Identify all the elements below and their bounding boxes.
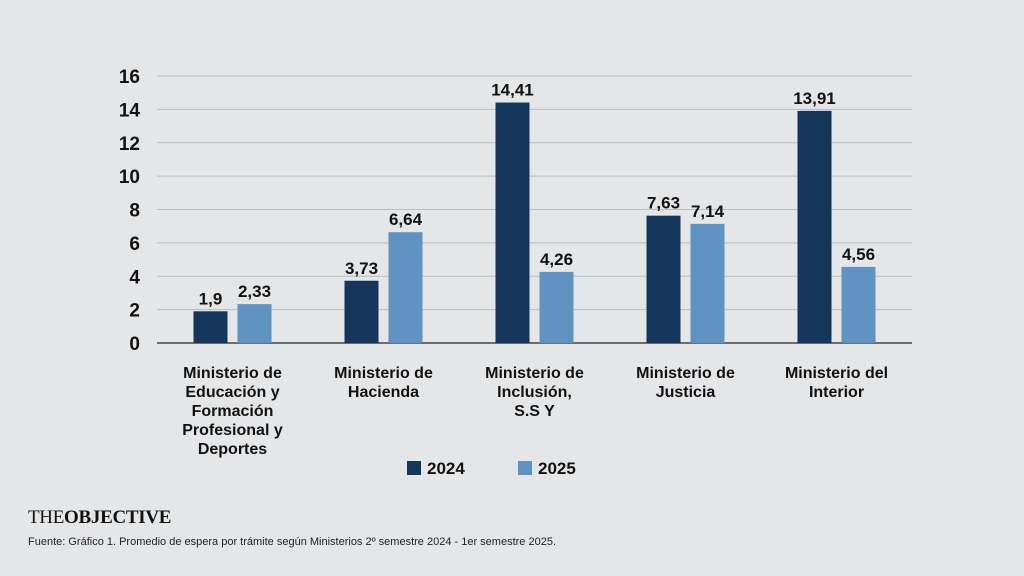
y-tick-label: 0 xyxy=(129,334,140,355)
y-tick-label: 8 xyxy=(129,201,140,222)
legend-swatch xyxy=(407,461,421,475)
data-label: 2,33 xyxy=(238,282,271,301)
data-label: 1,9 xyxy=(199,289,223,308)
x-tick-label: Ministerio de Justicia xyxy=(636,365,735,401)
y-tick-label: 6 xyxy=(129,234,140,255)
x-tick-label: Ministerio de Educación y Formación Profesi… xyxy=(182,365,283,458)
x-tick-label-line: Ministerio del xyxy=(785,365,888,382)
data-label: 7,63 xyxy=(647,194,680,213)
y-axis: 0 2 4 6 8 10 12 14 16 xyxy=(119,67,141,355)
brand-logo-objective: OBJECTIVE xyxy=(64,507,172,528)
data-label: 4,56 xyxy=(842,245,875,264)
x-tick-label-line: Educación y xyxy=(185,384,279,401)
data-label: 14,41 xyxy=(491,81,534,100)
legend-label: 2025 xyxy=(538,459,576,478)
x-tick-label: Ministerio del Interior xyxy=(785,365,888,401)
x-tick-label: Ministerio de Hacienda xyxy=(334,365,433,401)
data-label: 6,64 xyxy=(389,210,423,229)
x-tick-label-line: Formación xyxy=(192,403,274,420)
bars: 1,9 2,33 3,73 6,64 14,41 4,26 7,63 7,14 13,91 4,5… xyxy=(193,81,876,343)
brand-logo-the: THE xyxy=(28,507,65,528)
bar xyxy=(646,215,681,343)
x-tick-label-line: Ministerio de xyxy=(334,365,433,382)
x-tick-label-line: Ministerio de xyxy=(183,365,282,382)
x-tick-label-line: Profesional y xyxy=(182,422,283,439)
data-label: 3,73 xyxy=(345,259,378,278)
bar xyxy=(193,311,228,343)
bar xyxy=(388,232,423,343)
legend-label: 2024 xyxy=(427,459,465,478)
bar xyxy=(841,266,876,343)
y-tick-label: 2 xyxy=(129,301,140,322)
legend-swatch xyxy=(518,461,532,475)
y-tick-label: 4 xyxy=(129,267,140,288)
y-tick-label: 10 xyxy=(119,167,140,188)
y-tick-label: 14 xyxy=(119,100,141,121)
x-tick-label-line: Ministerio de xyxy=(636,365,735,382)
bar xyxy=(495,102,530,343)
x-axis: Ministerio de Educación y Formación Profesi… xyxy=(182,365,888,458)
bar-chart: 0 2 4 6 8 10 12 14 16 1,9 2,33 3,73 6,64 14,41 4,26 7,… xyxy=(119,67,912,478)
data-label: 4,26 xyxy=(540,250,573,269)
brand-logo: THEOBJECTIVE xyxy=(28,507,171,529)
y-tick-label: 16 xyxy=(119,67,140,88)
y-tick-label: 12 xyxy=(119,134,140,155)
x-tick-label-line: Deportes xyxy=(198,441,267,458)
bar xyxy=(237,304,272,343)
bar xyxy=(690,223,725,343)
x-tick-label-line: Inclusión, xyxy=(497,384,572,401)
bar xyxy=(344,280,379,343)
data-label: 13,91 xyxy=(793,89,836,108)
x-tick-label-line: Ministerio de xyxy=(485,365,584,382)
bar xyxy=(539,271,574,343)
x-tick-label: Ministerio de Inclusión, S.S Y xyxy=(485,365,584,420)
bar xyxy=(797,110,832,343)
gridlines xyxy=(157,75,912,344)
x-tick-label-line: Justicia xyxy=(656,384,716,401)
x-tick-label-line: S.S Y xyxy=(514,403,555,420)
x-tick-label-line: Interior xyxy=(809,384,864,401)
x-tick-label-line: Hacienda xyxy=(348,384,419,401)
data-label: 7,14 xyxy=(691,202,725,221)
legend: 2024 2025 xyxy=(407,459,576,478)
source-note: Fuente: Gráfico 1. Promedio de espera po… xyxy=(28,536,556,548)
